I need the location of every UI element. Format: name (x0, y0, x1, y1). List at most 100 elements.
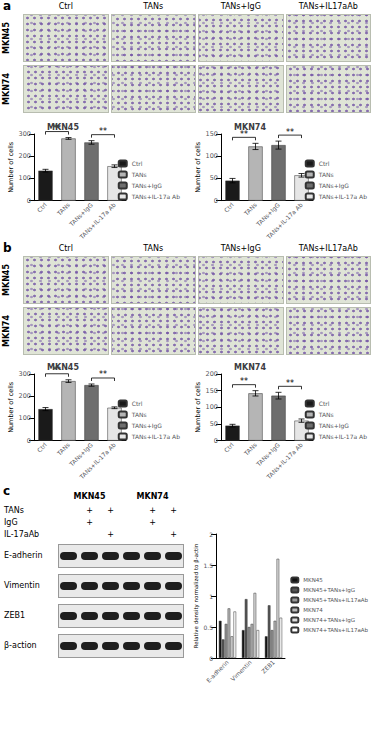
html-text:TANs: TANs (143, 244, 164, 253)
html-text:TANs: TANs (143, 2, 164, 11)
svg-text:100: 100 (206, 403, 218, 411)
svg-text:TANs+IgG: TANs+IgG (254, 201, 281, 228)
html-text:MKN45: MKN45 (2, 264, 11, 296)
svg-text:E-adherin: E-adherin (205, 658, 230, 683)
svg-text:TANs: TANs (242, 441, 258, 457)
html-text:IgG: IgG (4, 518, 18, 527)
svg-text:300: 300 (19, 130, 31, 138)
svg-text:MKN45: MKN45 (47, 123, 79, 132)
html-text:TANs+IL17aAb: TANs+IL17aAb (298, 244, 358, 253)
svg-text:TANs+IL-17a Ab: TANs+IL-17a Ab (77, 201, 117, 241)
svg-text:TANs: TANs (242, 201, 258, 217)
svg-text:MKN74: MKN74 (234, 123, 266, 132)
svg-text:100: 100 (19, 414, 31, 422)
html-text:TANs: TANs (4, 506, 24, 515)
svg-text:0: 0 (214, 197, 218, 205)
svg-text:TANs+IL-17a Ab: TANs+IL-17a Ab (77, 441, 117, 481)
html-text:β-action: β-action (4, 641, 37, 650)
svg-text:150: 150 (206, 130, 218, 138)
html-text:MKN74: MKN74 (2, 73, 11, 105)
svg-text:Ctrl: Ctrl (222, 201, 235, 214)
html-text:MKN45: MKN45 (73, 492, 106, 501)
html-text:Vimentin: Vimentin (4, 581, 40, 590)
svg-text:ZEB1: ZEB1 (260, 658, 276, 674)
svg-text:TANs+IgG: TANs+IgG (67, 441, 94, 468)
html-text:MKN74: MKN74 (136, 492, 169, 501)
svg-text:TANs+IgG: TANs+IgG (67, 201, 94, 228)
svg-text:Vimentin: Vimentin (229, 658, 253, 682)
svg-text:TANs: TANs (318, 171, 334, 178)
html-text:Ctrl: Ctrl (58, 2, 73, 11)
svg-text:Number of cells: Number of cells (7, 381, 15, 433)
svg-text:0: 0 (27, 197, 31, 205)
svg-text:Ctrl: Ctrl (132, 400, 143, 407)
svg-text:Ctrl: Ctrl (319, 400, 330, 407)
svg-text:Number of cells: Number of cells (194, 381, 202, 433)
svg-text:MKN74+TANs+IgG: MKN74+TANs+IgG (303, 617, 355, 624)
html-text:TANs+IgG: TANs+IgG (220, 244, 261, 253)
html-text:ZEB1: ZEB1 (4, 611, 26, 620)
svg-text:200: 200 (206, 370, 218, 378)
svg-text:1: 1 (209, 593, 213, 600)
html-text:IL-17aAb: IL-17aAb (4, 530, 40, 539)
svg-text:TANs: TANs (131, 171, 147, 178)
svg-text:**: ** (286, 379, 294, 388)
svg-text:50: 50 (210, 174, 218, 182)
svg-text:MKN45+TANs+IgG: MKN45+TANs+IgG (303, 587, 355, 594)
svg-text:100: 100 (19, 174, 31, 182)
svg-text:0: 0 (27, 437, 31, 445)
svg-text:Ctrl: Ctrl (35, 201, 48, 214)
svg-text:50: 50 (210, 420, 218, 428)
svg-text:**: ** (240, 377, 248, 386)
svg-text:TANs+IL-17a Ab: TANs+IL-17a Ab (131, 193, 180, 200)
svg-text:Number of cells: Number of cells (7, 141, 15, 193)
svg-text:MKN74: MKN74 (234, 363, 266, 372)
svg-text:**: ** (286, 128, 294, 137)
svg-text:0: 0 (214, 437, 218, 445)
svg-text:1.5: 1.5 (203, 562, 213, 569)
svg-text:**: ** (99, 127, 107, 136)
svg-text:300: 300 (19, 370, 31, 378)
svg-text:TANs+IL-17a Ab: TANs+IL-17a Ab (318, 433, 367, 440)
svg-text:Relative density normalized to: Relative density normalized to β-actin (193, 543, 200, 648)
svg-text:**: ** (99, 370, 107, 379)
svg-text:0: 0 (209, 655, 213, 662)
svg-text:TANs: TANs (318, 411, 334, 418)
svg-text:2: 2 (209, 531, 213, 538)
svg-text:TANs+IL-17a Ab: TANs+IL-17a Ab (264, 201, 304, 241)
svg-text:Number of cells: Number of cells (194, 141, 202, 193)
svg-text:0.5: 0.5 (203, 624, 213, 631)
html-text:b: b (3, 241, 12, 255)
svg-text:Ctrl: Ctrl (132, 160, 143, 167)
svg-text:TANs+IgG: TANs+IgG (131, 182, 163, 190)
svg-text:200: 200 (19, 152, 31, 160)
svg-text:Ctrl: Ctrl (222, 441, 235, 454)
svg-text:MKN74+TANs+IL17aAb: MKN74+TANs+IL17aAb (303, 627, 368, 633)
svg-text:MKN45: MKN45 (47, 363, 79, 372)
svg-text:200: 200 (19, 392, 31, 400)
svg-text:TANs+IL-17a Ab: TANs+IL-17a Ab (318, 193, 367, 200)
svg-text:TANs+IL-17a Ab: TANs+IL-17a Ab (131, 433, 180, 440)
svg-text:150: 150 (206, 387, 218, 395)
html-text:MKN45: MKN45 (2, 22, 11, 54)
svg-text:TANs+IgG: TANs+IgG (254, 441, 281, 468)
html-text:Ctrl: Ctrl (58, 244, 73, 253)
html-text:E-adherin: E-adherin (4, 551, 43, 560)
svg-text:MKN45: MKN45 (303, 577, 323, 583)
svg-text:MKN74: MKN74 (303, 607, 323, 613)
svg-text:TANs: TANs (55, 441, 71, 457)
html-text:TANs+IgG: TANs+IgG (220, 2, 261, 11)
svg-text:100: 100 (206, 152, 218, 160)
svg-text:TANs+IgG: TANs+IgG (131, 422, 163, 430)
svg-text:MKN45+TANs+IL17aAb: MKN45+TANs+IL17aAb (303, 597, 368, 603)
svg-text:TANs: TANs (55, 201, 71, 217)
html-text:a: a (3, 0, 12, 13)
html-text:TANs+IL17aAb: TANs+IL17aAb (298, 2, 358, 11)
svg-text:Ctrl: Ctrl (35, 441, 48, 454)
svg-text:TANs+IgG: TANs+IgG (318, 182, 350, 190)
svg-text:TANs: TANs (131, 411, 147, 418)
html-text:MKN74: MKN74 (2, 315, 11, 347)
svg-text:TANs+IL-17a Ab: TANs+IL-17a Ab (264, 441, 304, 481)
svg-text:TANs+IgG: TANs+IgG (318, 422, 350, 430)
svg-text:Ctrl: Ctrl (319, 160, 330, 167)
